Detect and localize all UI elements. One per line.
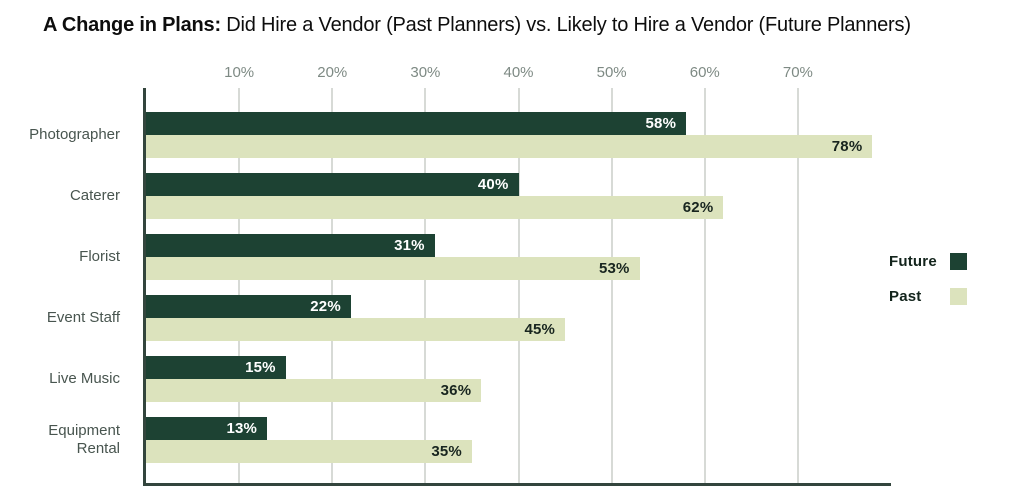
category-label: Caterer bbox=[69, 187, 120, 204]
bar-value-label: 78% bbox=[831, 138, 863, 155]
bar-value-label: 58% bbox=[645, 115, 677, 132]
gridline bbox=[703, 88, 706, 483]
legend-label: Past bbox=[889, 288, 922, 305]
x-axis-tick-label: 20% bbox=[317, 64, 348, 81]
bar-past: 36% bbox=[146, 379, 482, 402]
x-axis-ticks: 10% 20% 30% 40% 50% 60% 70% bbox=[146, 64, 891, 82]
gridline bbox=[238, 88, 241, 483]
bar-value-label: 36% bbox=[440, 382, 472, 399]
bar-value-label: 13% bbox=[226, 420, 258, 437]
bar-value-label: 22% bbox=[310, 298, 341, 315]
x-axis-tick-label: 70% bbox=[782, 64, 813, 81]
legend-item: Future bbox=[889, 253, 967, 270]
bar-future: 22% bbox=[146, 295, 351, 318]
legend-swatch bbox=[950, 253, 967, 270]
x-axis-tick-label: 40% bbox=[503, 64, 534, 81]
bar-group: 58% 78% bbox=[146, 112, 891, 158]
bar-group: 40% 62% bbox=[146, 173, 891, 219]
x-axis-tick-label: 30% bbox=[410, 64, 441, 81]
bar-group: 13% 35% bbox=[146, 417, 891, 463]
legend-swatch bbox=[950, 288, 967, 305]
bar-future: 58% bbox=[146, 112, 687, 135]
category-label: Photographer bbox=[29, 126, 120, 143]
bar-future: 40% bbox=[146, 173, 519, 196]
bar-group: 31% 53% bbox=[146, 234, 891, 280]
bar-value-label: 31% bbox=[394, 237, 425, 254]
category-label: Live Music bbox=[49, 370, 120, 387]
bar-future: 31% bbox=[146, 234, 435, 257]
chart-title: A Change in Plans: Did Hire a Vendor (Pa… bbox=[43, 14, 911, 37]
bar-value-label: 40% bbox=[477, 176, 509, 193]
bar-past: 78% bbox=[146, 135, 873, 158]
legend: Future Past bbox=[889, 253, 967, 323]
gridline bbox=[610, 88, 613, 483]
plot-area: 58% 78% 40% 62% 31% 53% 22% 45% 15% 36% 13% 35% bbox=[143, 88, 891, 486]
bar-future: 13% bbox=[146, 417, 268, 440]
category-label: Event Staff bbox=[46, 309, 120, 326]
y-axis-line bbox=[143, 88, 146, 486]
bar-value-label: 45% bbox=[524, 321, 556, 338]
legend-label: Future bbox=[889, 253, 937, 270]
gridline bbox=[424, 88, 427, 483]
category-label: Equipment Rental bbox=[48, 422, 120, 457]
bar-past: 45% bbox=[146, 318, 566, 341]
bar-value-label: 53% bbox=[598, 260, 630, 277]
legend-item: Past bbox=[889, 288, 967, 305]
bar-group: 15% 36% bbox=[146, 356, 891, 402]
bar-value-label: 35% bbox=[431, 443, 462, 460]
bar-future: 15% bbox=[146, 356, 286, 379]
x-axis-tick-label: 10% bbox=[224, 64, 255, 81]
chart-title-rest: Did Hire a Vendor (Past Planners) vs. Li… bbox=[220, 14, 911, 36]
x-axis-tick-label: 50% bbox=[596, 64, 627, 81]
bar-past: 53% bbox=[146, 257, 640, 280]
bar-value-label: 15% bbox=[245, 359, 276, 376]
gridline bbox=[796, 88, 799, 483]
x-axis-tick-label: 60% bbox=[689, 64, 720, 81]
y-axis-category-labels: Photographer Caterer Florist Event Staff Liv… bbox=[0, 88, 133, 484]
gridline bbox=[331, 88, 334, 483]
bar-past: 35% bbox=[146, 440, 472, 463]
bar-value-label: 62% bbox=[682, 199, 714, 216]
bar-group: 22% 45% bbox=[146, 295, 891, 341]
gridline bbox=[517, 88, 520, 483]
bar-past: 62% bbox=[146, 196, 724, 219]
category-label: Florist bbox=[79, 248, 120, 265]
x-axis-line bbox=[143, 483, 891, 486]
chart-title-bold: A Change in Plans: bbox=[43, 14, 221, 36]
